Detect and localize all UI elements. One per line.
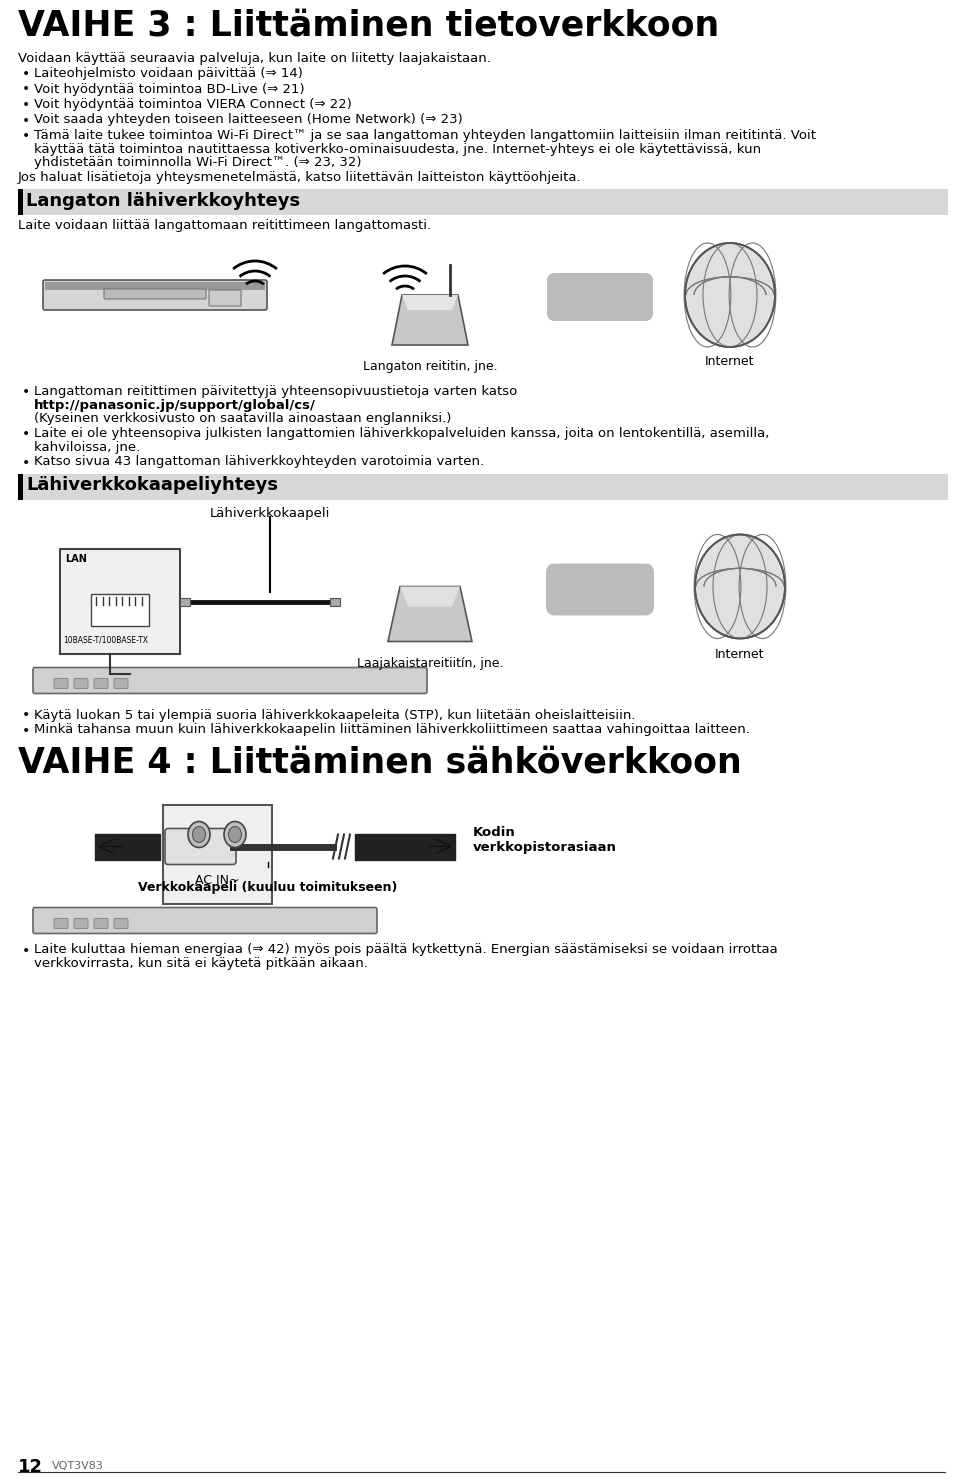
Text: Laite ei ole yhteensopiva julkisten langattomien lähiverkkopalveluiden kanssa, j: Laite ei ole yhteensopiva julkisten lang… [34, 428, 769, 440]
Text: käyttää tätä toimintoa nautittaessa kotiverkko-ominaisuudesta, jne. Internet-yht: käyttää tätä toimintoa nautittaessa koti… [34, 142, 761, 155]
Text: LAN: LAN [65, 555, 86, 564]
FancyBboxPatch shape [54, 919, 68, 928]
FancyBboxPatch shape [43, 280, 267, 309]
Ellipse shape [685, 243, 775, 346]
FancyBboxPatch shape [74, 678, 88, 688]
Text: VQT3V83: VQT3V83 [52, 1461, 104, 1471]
Text: VAIHE 3 : Liittäminen tietoverkkoon: VAIHE 3 : Liittäminen tietoverkkoon [18, 7, 719, 41]
Text: Käytä luokan 5 tai ylempiä suoria lähiverkkokaapeleita (STP), kun liitetään ohei: Käytä luokan 5 tai ylempiä suoria lähive… [34, 709, 636, 721]
Polygon shape [402, 295, 458, 309]
FancyBboxPatch shape [33, 907, 377, 934]
Text: •: • [22, 428, 31, 441]
FancyBboxPatch shape [18, 474, 23, 499]
Text: •: • [22, 724, 31, 737]
Text: Laajakaistareitiitín, jne.: Laajakaistareitiitín, jne. [357, 657, 503, 669]
FancyBboxPatch shape [18, 474, 948, 499]
Text: VAIHE 4 : Liittäminen sähköverkkoon: VAIHE 4 : Liittäminen sähköverkkoon [18, 746, 742, 780]
FancyBboxPatch shape [104, 289, 206, 299]
FancyBboxPatch shape [94, 919, 108, 928]
Ellipse shape [188, 821, 210, 848]
Text: •: • [22, 456, 31, 469]
FancyBboxPatch shape [91, 593, 149, 626]
Text: Voit hyödyntää toimintoa VIERA Connect (⇒ 22): Voit hyödyntää toimintoa VIERA Connect (… [34, 98, 352, 111]
FancyBboxPatch shape [165, 829, 236, 864]
Text: yhdistetään toiminnolla Wi-Fi Direct™. (⇒ 23, 32): yhdistetään toiminnolla Wi-Fi Direct™. (… [34, 155, 362, 169]
Text: verkkovirrasta, kun sitä ei käytetä pitkään aikaan.: verkkovirrasta, kun sitä ei käytetä pitk… [34, 958, 368, 969]
FancyBboxPatch shape [33, 667, 427, 694]
Text: •: • [22, 67, 31, 81]
FancyBboxPatch shape [547, 272, 653, 321]
Text: 10BASE-T/100BASE-TX: 10BASE-T/100BASE-TX [63, 635, 148, 644]
FancyBboxPatch shape [18, 189, 23, 215]
Polygon shape [388, 586, 472, 641]
Text: kahviloissa, jne.: kahviloissa, jne. [34, 441, 140, 453]
Text: 12: 12 [18, 1458, 43, 1476]
FancyBboxPatch shape [54, 678, 68, 688]
Text: Langattoman reitittimen päivitettyjä yhteensopivuustietoja varten katso: Langattoman reitittimen päivitettyjä yht… [34, 385, 517, 398]
FancyBboxPatch shape [60, 549, 180, 654]
Text: •: • [22, 129, 31, 144]
Text: •: • [22, 385, 31, 400]
Text: •: • [22, 98, 31, 112]
Text: Voit hyödyntää toimintoa BD-Live (⇒ 21): Voit hyödyntää toimintoa BD-Live (⇒ 21) [34, 83, 304, 96]
Text: Tämä laite tukee toimintoa Wi-Fi Direct™ ja se saa langattoman yhteyden langatto: Tämä laite tukee toimintoa Wi-Fi Direct™… [34, 129, 816, 142]
Text: Laite kuluttaa hieman energiaa (⇒ 42) myös pois päältä kytkettynä. Energian sääs: Laite kuluttaa hieman energiaa (⇒ 42) my… [34, 944, 778, 956]
Text: Internet: Internet [715, 648, 765, 662]
FancyBboxPatch shape [45, 283, 265, 290]
Ellipse shape [228, 826, 242, 842]
Text: Langaton reititin, jne.: Langaton reititin, jne. [363, 360, 497, 373]
Ellipse shape [224, 821, 246, 848]
Text: Verkkokaapeli (kuuluu toimitukseen): Verkkokaapeli (kuuluu toimitukseen) [138, 882, 397, 894]
Text: (Kyseinen verkkosivusto on saatavilla ainoastaan englanniksi.): (Kyseinen verkkosivusto on saatavilla ai… [34, 411, 451, 425]
Text: •: • [22, 114, 31, 127]
FancyBboxPatch shape [209, 290, 241, 306]
Text: Minkä tahansa muun kuin lähiverkkokaapelin liittäminen lähiverkkoliittimeen saat: Minkä tahansa muun kuin lähiverkkokaapel… [34, 724, 750, 737]
Text: •: • [22, 83, 31, 96]
Text: AC IN~: AC IN~ [195, 875, 239, 888]
Text: Katso sivua 43 langattoman lähiverkkoyhteyden varotoimia varten.: Katso sivua 43 langattoman lähiverkkoyht… [34, 456, 484, 469]
Text: Lähiverkkokaapeli: Lähiverkkokaapeli [210, 508, 330, 521]
Ellipse shape [193, 826, 205, 842]
Text: Langaton lähiverkkoyhteys: Langaton lähiverkkoyhteys [26, 192, 300, 210]
Text: Jos haluat lisätietoja yhteysmenetelmästä, katso liitettävän laitteiston käyttöo: Jos haluat lisätietoja yhteysmenetelmäst… [18, 172, 582, 184]
Text: Voidaan käyttää seuraavia palveluja, kun laite on liitetty laajakaistaan.: Voidaan käyttää seuraavia palveluja, kun… [18, 52, 491, 65]
Text: •: • [22, 709, 31, 722]
FancyBboxPatch shape [546, 564, 654, 616]
Text: Voit saada yhteyden toiseen laitteeseen (Home Network) (⇒ 23): Voit saada yhteyden toiseen laitteeseen … [34, 114, 463, 126]
Polygon shape [400, 586, 460, 607]
Text: Kodin
verkkopistorasiaan: Kodin verkkopistorasiaan [473, 826, 617, 854]
FancyBboxPatch shape [114, 678, 128, 688]
FancyBboxPatch shape [18, 189, 948, 215]
FancyBboxPatch shape [114, 919, 128, 928]
Text: Laite voidaan liittää langattomaan reitittimeen langattomasti.: Laite voidaan liittää langattomaan reiti… [18, 219, 431, 232]
Text: Lähiverkkokaapeliyhteys: Lähiverkkokaapeliyhteys [26, 477, 278, 494]
Text: Laiteohjelmisto voidaan päivittää (⇒ 14): Laiteohjelmisto voidaan päivittää (⇒ 14) [34, 67, 302, 80]
Polygon shape [392, 295, 468, 345]
FancyBboxPatch shape [330, 598, 340, 605]
FancyBboxPatch shape [74, 919, 88, 928]
Text: http://panasonic.jp/support/global/cs/: http://panasonic.jp/support/global/cs/ [34, 398, 316, 411]
FancyBboxPatch shape [180, 598, 190, 605]
FancyBboxPatch shape [163, 805, 272, 903]
Text: •: • [22, 944, 31, 958]
FancyBboxPatch shape [94, 678, 108, 688]
Text: Internet: Internet [706, 355, 755, 369]
Ellipse shape [695, 534, 785, 638]
